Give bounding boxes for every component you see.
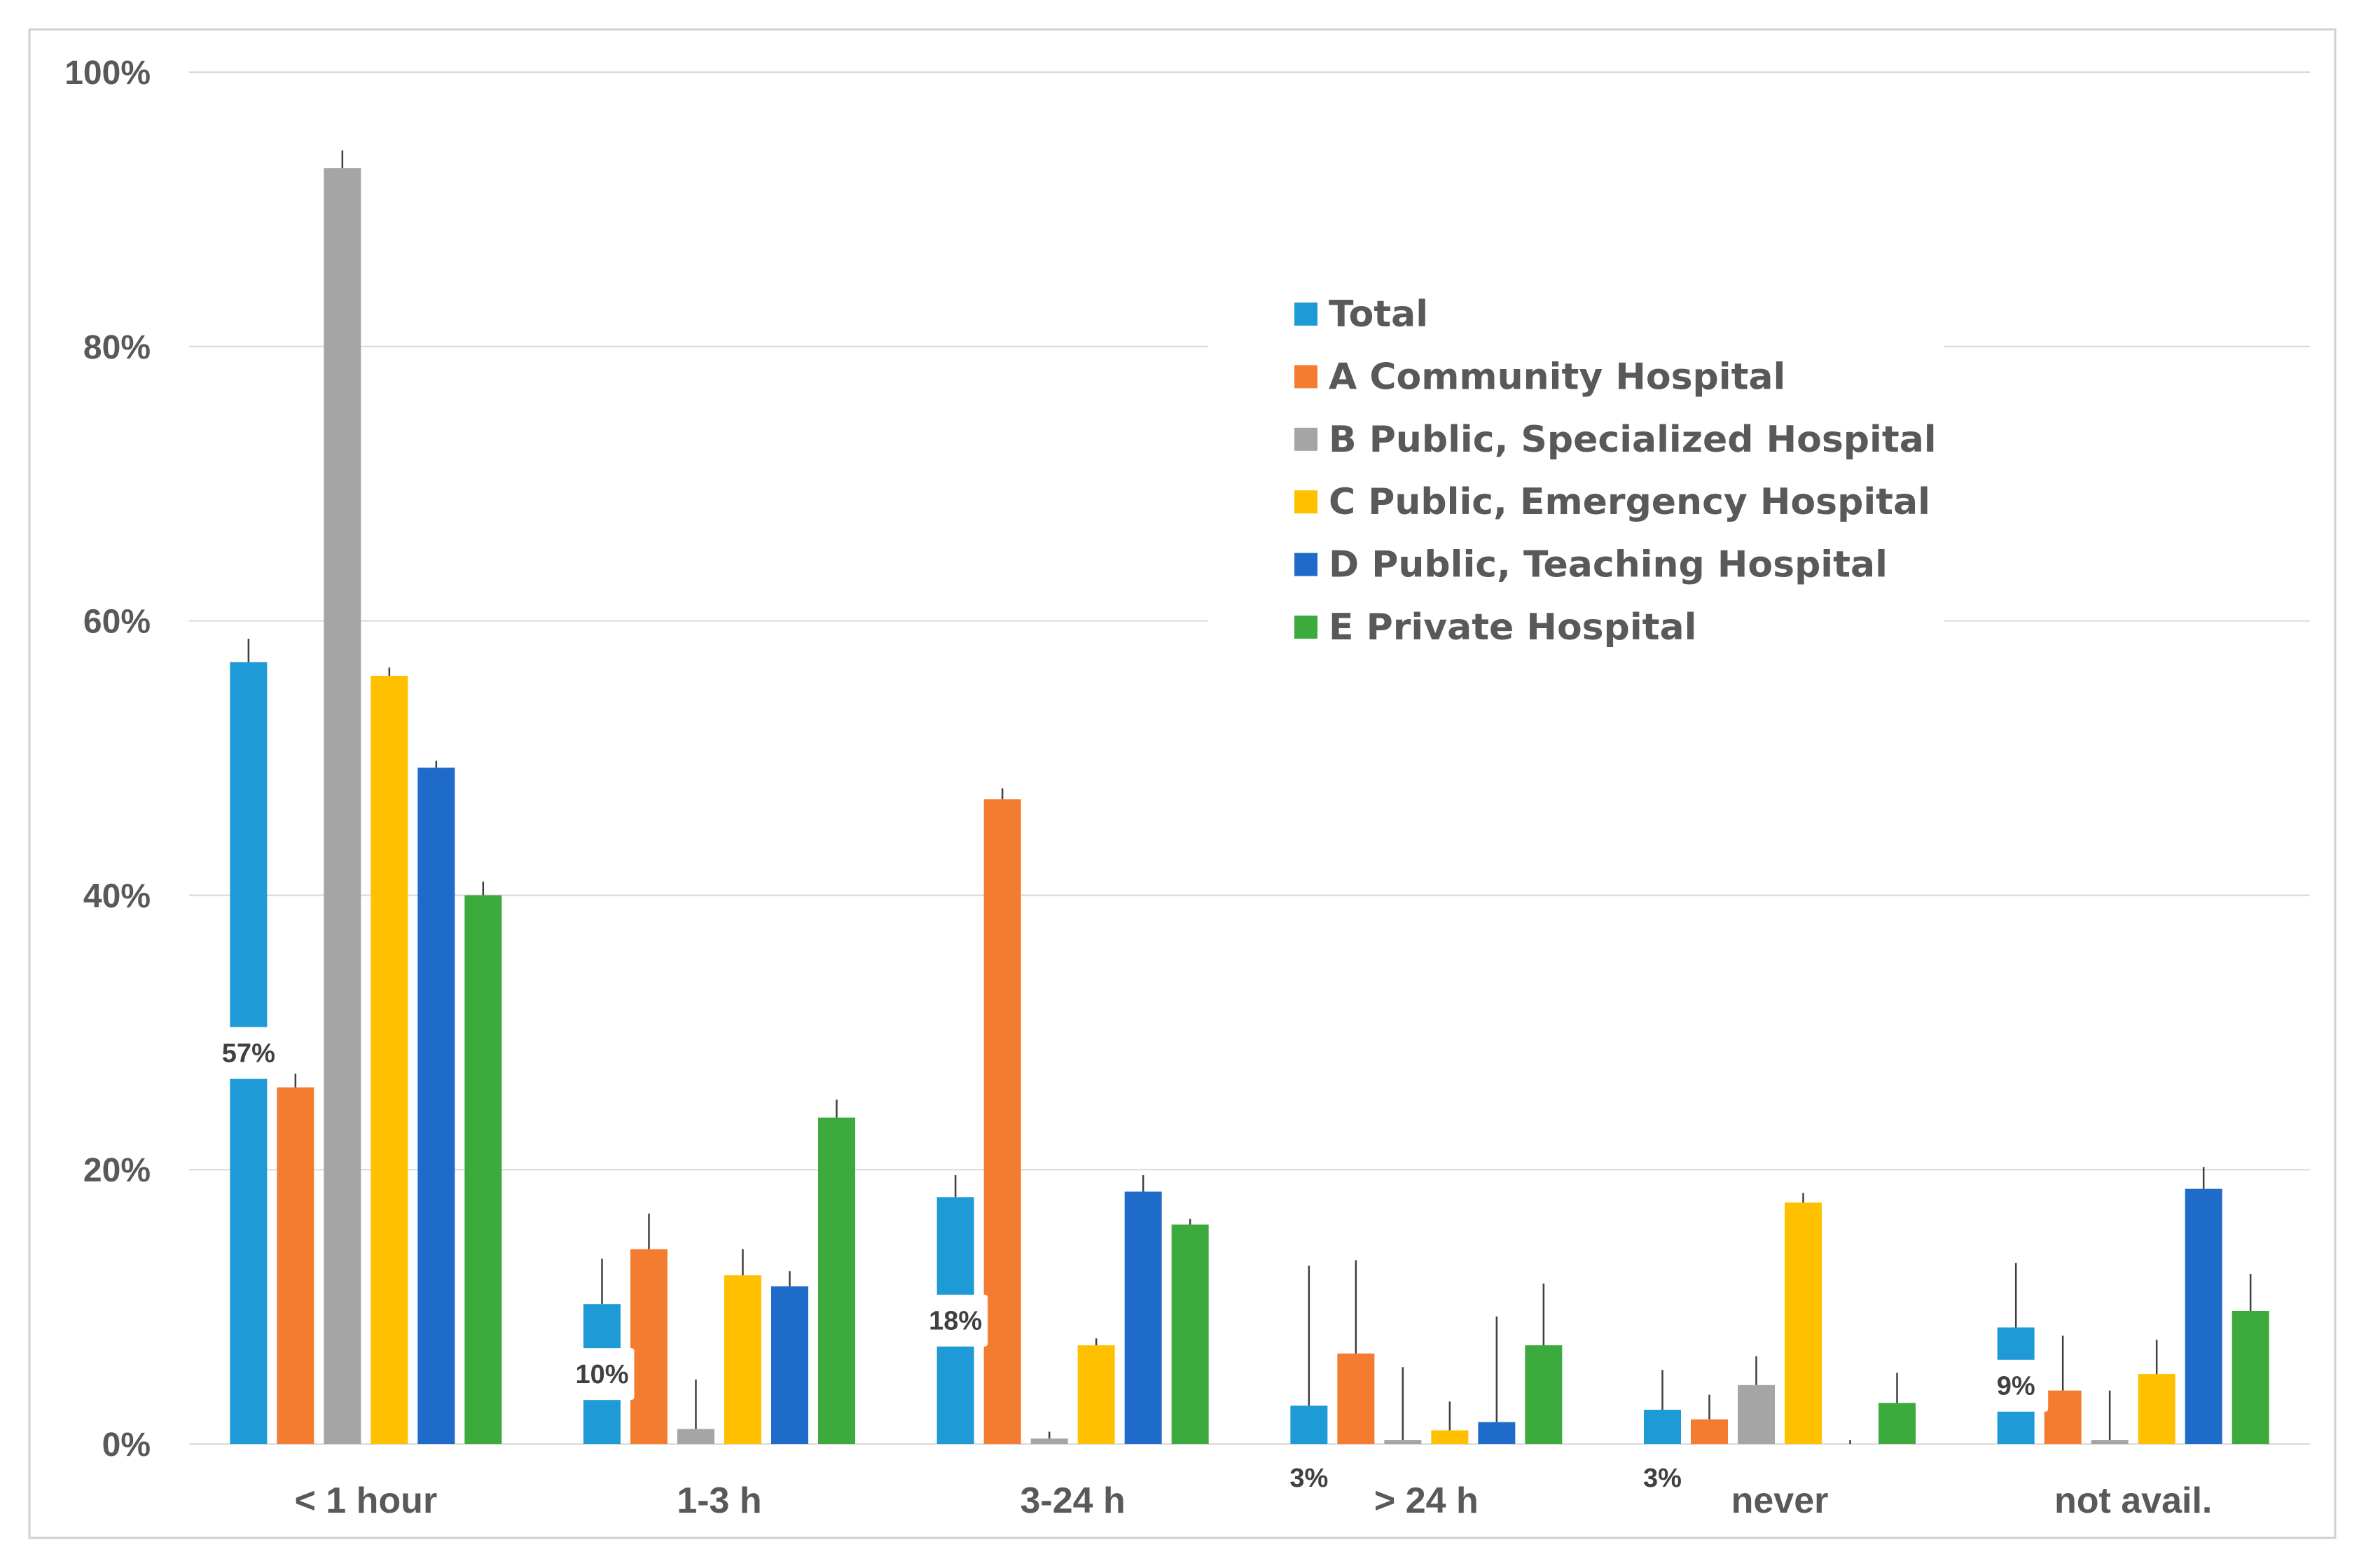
bar-a-community-hospital-1-hour (277, 1087, 314, 1444)
category-label-3-24-h: 3-24 h (1021, 1480, 1126, 1521)
bar-a-community-hospital-not-avail (2044, 1390, 2082, 1444)
legend-label-e-private-hospital: E Private Hospital (1329, 606, 1696, 648)
data-label-never: 3% (1643, 1464, 1682, 1493)
data-label-24-h: 3% (1289, 1464, 1328, 1493)
data-labels: 57% 10% 18% 3% 3% 9% (216, 1027, 2049, 1493)
bar-d-public-teaching-hospital-1-3-h (771, 1286, 808, 1444)
bar-a-community-hospital-1-3-h (630, 1249, 667, 1444)
category-label-1-3-h: 1-3 h (677, 1480, 761, 1521)
bar-c-public-emergency-hospital-not-avail (2138, 1374, 2175, 1444)
bar-total-never (1644, 1410, 1681, 1444)
data-label-not-avail: 9% (1997, 1372, 2035, 1401)
y-tick-label: 100% (64, 55, 151, 92)
chart-frame (28, 28, 2337, 1539)
bar-d-public-teaching-hospital-1-hour (417, 768, 455, 1444)
data-label-3-24-h: 18% (929, 1307, 982, 1336)
bar-a-community-hospital-24-h (1337, 1353, 1375, 1444)
y-tick-label: 0% (102, 1427, 151, 1464)
legend-swatch-a-community-hospital (1294, 365, 1317, 389)
bar-c-public-emergency-hospital-24-h (1431, 1430, 1469, 1444)
data-label-bg (216, 1027, 281, 1079)
bar-b-public-specialized-hospital-never (1738, 1385, 1775, 1444)
bar-e-private-hospital-1-hour (464, 895, 502, 1444)
bar-b-public-specialized-hospital-1-hour (324, 168, 361, 1444)
bar-c-public-emergency-hospital-1-3-h (724, 1275, 761, 1444)
legend-label-total: Total (1329, 293, 1428, 335)
data-label-1-3-h: 10% (575, 1360, 628, 1389)
legend-swatch-d-public-teaching-hospital (1294, 553, 1317, 576)
bar-e-private-hospital-not-avail (2232, 1310, 2269, 1444)
legend-label-d-public-teaching-hospital: D Public, Teaching Hospital (1329, 544, 1888, 586)
legend-label-b-public-specialized-hospital: B Public, Specialized Hospital (1329, 419, 1937, 461)
y-tick-label: 80% (83, 329, 151, 366)
data-label-1-hour: 57% (222, 1039, 275, 1069)
data-label-bg (1984, 1359, 2049, 1412)
legend-label-a-community-hospital: A Community Hospital (1329, 356, 1785, 398)
legend-swatch-total (1294, 303, 1317, 326)
bar-c-public-emergency-hospital-1-hour (371, 675, 408, 1445)
bar-a-community-hospital-3-24-h (983, 799, 1021, 1444)
bar-d-public-teaching-hospital-not-avail (2185, 1188, 2222, 1444)
category-label-24-h: > 24 h (1374, 1480, 1479, 1521)
bar-c-public-emergency-hospital-3-24-h (1077, 1345, 1115, 1444)
legend-swatch-b-public-specialized-hospital (1294, 427, 1317, 451)
error-bars (247, 150, 2252, 1444)
y-tick-label: 60% (83, 604, 151, 641)
bar-e-private-hospital-1-3-h (818, 1117, 855, 1444)
data-label-bg (569, 1348, 635, 1401)
category-label-never: never (1731, 1480, 1829, 1521)
legend-swatch-c-public-emergency-hospital (1294, 490, 1317, 514)
bar-c-public-emergency-hospital-never (1785, 1202, 1822, 1444)
bar-a-community-hospital-never (1691, 1419, 1728, 1444)
bar-total-24-h (1290, 1406, 1328, 1444)
bar-b-public-specialized-hospital-not-avail (2091, 1440, 2129, 1444)
bar-d-public-teaching-hospital-24-h (1478, 1422, 1516, 1444)
legend: Total A Community Hospital B Public, Speci… (1208, 277, 1944, 648)
gridlines: 0% 20% 40% 60% 80% 100% < 1 hour 1-3 h 3-24 h > 2… (64, 55, 2310, 1521)
category-label-1-hour: < 1 hour (294, 1480, 437, 1521)
legend-swatch-e-private-hospital (1294, 616, 1317, 639)
bar-b-public-specialized-hospital-24-h (1384, 1440, 1422, 1444)
bar-e-private-hospital-3-24-h (1171, 1224, 1209, 1444)
bar-b-public-specialized-hospital-3-24-h (1030, 1438, 1068, 1444)
data-label-bg (923, 1294, 988, 1347)
bar-e-private-hospital-24-h (1525, 1345, 1563, 1444)
bar-b-public-specialized-hospital-1-3-h (677, 1429, 714, 1444)
category-label-not-avail: not avail. (2054, 1480, 2212, 1521)
legend-label-c-public-emergency-hospital: C Public, Emergency Hospital (1329, 481, 1930, 523)
legend-background (1208, 277, 1944, 648)
y-tick-label: 20% (83, 1152, 151, 1189)
bar-d-public-teaching-hospital-3-24-h (1124, 1191, 1162, 1444)
y-tick-label: 40% (83, 877, 151, 915)
bar-e-private-hospital-never (1879, 1403, 1916, 1444)
